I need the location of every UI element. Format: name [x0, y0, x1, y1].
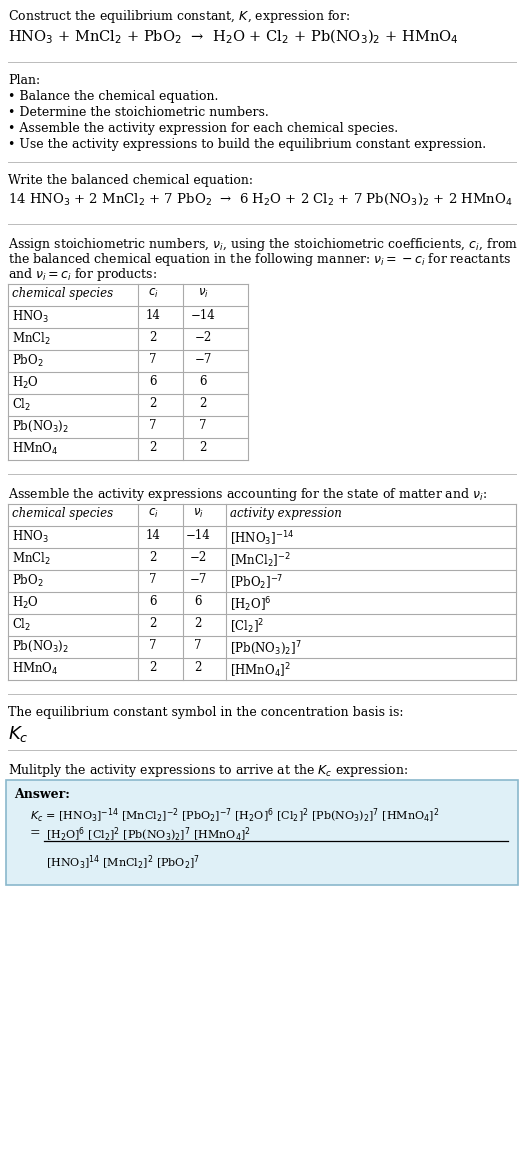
Text: Write the balanced chemical equation:: Write the balanced chemical equation: — [8, 174, 253, 187]
Text: $\nu_i$: $\nu_i$ — [193, 506, 203, 520]
Text: HMnO$_4$: HMnO$_4$ — [12, 441, 58, 457]
Text: • Determine the stoichiometric numbers.: • Determine the stoichiometric numbers. — [8, 106, 269, 119]
Text: HNO$_3$ + MnCl$_2$ + PbO$_2$  →  H$_2$O + Cl$_2$ + Pb(NO$_3$)$_2$ + HMnO$_4$: HNO$_3$ + MnCl$_2$ + PbO$_2$ → H$_2$O + … — [8, 28, 458, 47]
Text: $\nu_i$: $\nu_i$ — [198, 287, 209, 300]
Text: Construct the equilibrium constant, $K$, expression for:: Construct the equilibrium constant, $K$,… — [8, 8, 350, 25]
Text: =: = — [30, 826, 41, 839]
Text: −14: −14 — [191, 309, 215, 322]
Text: 2: 2 — [194, 617, 202, 630]
Text: [Pb(NO$_3$)$_2$]$^7$: [Pb(NO$_3$)$_2$]$^7$ — [230, 640, 302, 657]
Text: −2: −2 — [194, 331, 212, 344]
Text: HNO$_3$: HNO$_3$ — [12, 309, 49, 326]
Text: [HMnO$_4$]$^2$: [HMnO$_4$]$^2$ — [230, 661, 291, 679]
Bar — [6, 780, 518, 885]
Text: • Use the activity expressions to build the equilibrium constant expression.: • Use the activity expressions to build … — [8, 138, 486, 151]
Text: [HNO$_3$]$^{-14}$: [HNO$_3$]$^{-14}$ — [230, 529, 294, 547]
Text: [HNO$_3$]$^{14}$ [MnCl$_2$]$^2$ [PbO$_2$]$^7$: [HNO$_3$]$^{14}$ [MnCl$_2$]$^2$ [PbO$_2$… — [46, 854, 200, 872]
Text: 6: 6 — [199, 375, 207, 387]
Text: 6: 6 — [149, 595, 157, 608]
Text: Answer:: Answer: — [14, 788, 70, 801]
Text: activity expression: activity expression — [230, 506, 342, 520]
Text: Pb(NO$_3$)$_2$: Pb(NO$_3$)$_2$ — [12, 640, 69, 655]
Text: $K_c$: $K_c$ — [8, 724, 29, 745]
Text: −7: −7 — [189, 573, 206, 586]
Text: $c_i$: $c_i$ — [148, 287, 158, 300]
Text: Plan:: Plan: — [8, 74, 40, 88]
Text: 2: 2 — [149, 617, 157, 630]
Text: [H$_2$O]$^6$ [Cl$_2$]$^2$ [Pb(NO$_3$)$_2$]$^7$ [HMnO$_4$]$^2$: [H$_2$O]$^6$ [Cl$_2$]$^2$ [Pb(NO$_3$)$_2… — [46, 826, 251, 844]
Text: 2: 2 — [199, 441, 206, 454]
Text: HNO$_3$: HNO$_3$ — [12, 529, 49, 545]
Text: −7: −7 — [194, 352, 212, 366]
Text: 14: 14 — [146, 309, 160, 322]
Text: $c_i$: $c_i$ — [148, 506, 158, 520]
Text: 7: 7 — [149, 573, 157, 586]
Text: PbO$_2$: PbO$_2$ — [12, 352, 43, 369]
Text: Assemble the activity expressions accounting for the state of matter and $\nu_i$: Assemble the activity expressions accoun… — [8, 485, 487, 503]
Text: 2: 2 — [149, 331, 157, 344]
Text: The equilibrium constant symbol in the concentration basis is:: The equilibrium constant symbol in the c… — [8, 706, 403, 719]
Text: 7: 7 — [149, 352, 157, 366]
Text: H$_2$O: H$_2$O — [12, 595, 39, 612]
Text: and $\nu_i = c_i$ for products:: and $\nu_i = c_i$ for products: — [8, 266, 157, 284]
Text: 6: 6 — [149, 375, 157, 387]
Text: 7: 7 — [149, 640, 157, 652]
Text: 6: 6 — [194, 595, 202, 608]
Text: 7: 7 — [149, 419, 157, 432]
Text: 2: 2 — [199, 397, 206, 410]
Text: 2: 2 — [194, 661, 202, 675]
Text: 2: 2 — [149, 441, 157, 454]
Text: • Assemble the activity expression for each chemical species.: • Assemble the activity expression for e… — [8, 123, 398, 135]
Text: 2: 2 — [149, 661, 157, 675]
Text: PbO$_2$: PbO$_2$ — [12, 573, 43, 589]
Text: chemical species: chemical species — [12, 287, 113, 300]
Text: MnCl$_2$: MnCl$_2$ — [12, 551, 51, 567]
Text: −2: −2 — [189, 551, 206, 564]
Text: [MnCl$_2$]$^{-2}$: [MnCl$_2$]$^{-2}$ — [230, 551, 291, 569]
Text: HMnO$_4$: HMnO$_4$ — [12, 661, 58, 677]
Text: $K_c$ = [HNO$_3$]$^{-14}$ [MnCl$_2$]$^{-2}$ [PbO$_2$]$^{-7}$ [H$_2$O]$^6$ [Cl$_2: $K_c$ = [HNO$_3$]$^{-14}$ [MnCl$_2$]$^{-… — [30, 808, 440, 825]
Text: Cl$_2$: Cl$_2$ — [12, 617, 31, 634]
Text: [Cl$_2$]$^2$: [Cl$_2$]$^2$ — [230, 617, 264, 636]
Text: the balanced chemical equation in the following manner: $\nu_i = -c_i$ for react: the balanced chemical equation in the fo… — [8, 251, 511, 268]
Text: Pb(NO$_3$)$_2$: Pb(NO$_3$)$_2$ — [12, 419, 69, 434]
Text: 14 HNO$_3$ + 2 MnCl$_2$ + 7 PbO$_2$  →  6 H$_2$O + 2 Cl$_2$ + 7 Pb(NO$_3$)$_2$ +: 14 HNO$_3$ + 2 MnCl$_2$ + 7 PbO$_2$ → 6 … — [8, 193, 513, 208]
Text: MnCl$_2$: MnCl$_2$ — [12, 331, 51, 347]
Text: 7: 7 — [194, 640, 202, 652]
Text: −14: −14 — [185, 529, 210, 541]
Text: 2: 2 — [149, 551, 157, 564]
Text: H$_2$O: H$_2$O — [12, 375, 39, 391]
Text: Cl$_2$: Cl$_2$ — [12, 397, 31, 413]
Text: Assign stoichiometric numbers, $\nu_i$, using the stoichiometric coefficients, $: Assign stoichiometric numbers, $\nu_i$, … — [8, 236, 518, 253]
Text: 14: 14 — [146, 529, 160, 541]
Text: • Balance the chemical equation.: • Balance the chemical equation. — [8, 90, 219, 103]
Text: [H$_2$O]$^6$: [H$_2$O]$^6$ — [230, 595, 271, 614]
Text: [PbO$_2$]$^{-7}$: [PbO$_2$]$^{-7}$ — [230, 573, 283, 592]
Text: 7: 7 — [199, 419, 207, 432]
Text: 2: 2 — [149, 397, 157, 410]
Text: Mulitply the activity expressions to arrive at the $K_c$ expression:: Mulitply the activity expressions to arr… — [8, 762, 408, 780]
Text: chemical species: chemical species — [12, 506, 113, 520]
